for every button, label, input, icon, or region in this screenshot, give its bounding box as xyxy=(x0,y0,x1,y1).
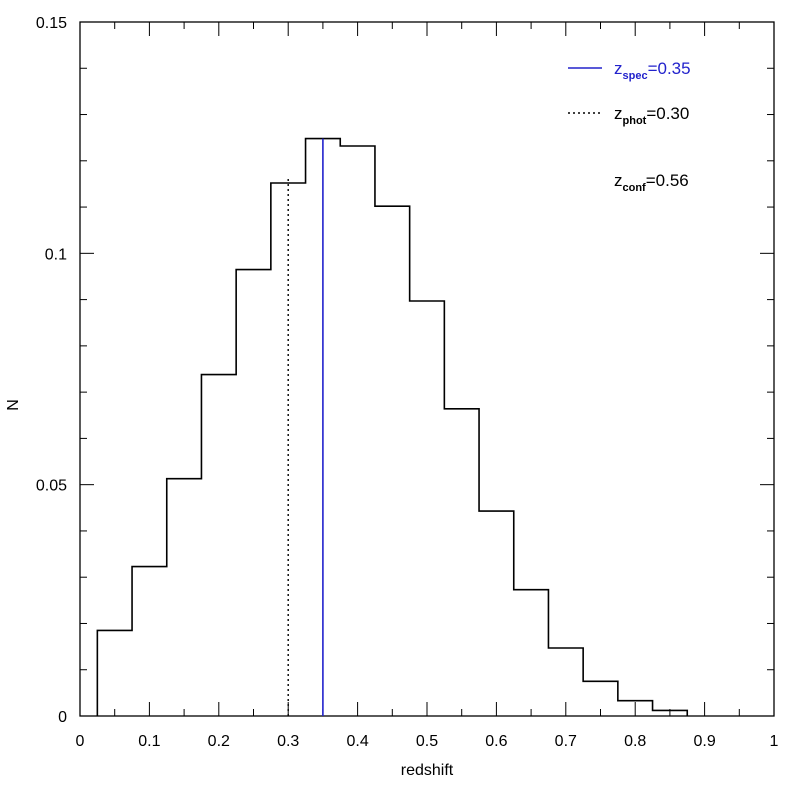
axis-ticks xyxy=(79,21,775,717)
legend-entry-conf: zconf=0.56 xyxy=(614,171,689,194)
axis-tick-labels: 0 0.1 0.2 0.3 0.4 0.5 0.6 0.7 0.8 0.9 1 0 0.05 0.1 0.1… xyxy=(36,15,779,750)
x-tick-label: 0.4 xyxy=(346,733,368,750)
legend-entry-phot: zphot=0.30 xyxy=(614,104,689,127)
plot-frame xyxy=(79,21,775,717)
redshift-markers xyxy=(287,138,324,716)
x-tick-label: 0.9 xyxy=(693,733,715,750)
y-tick-label: 0 xyxy=(58,709,67,726)
x-tick-label: 1 xyxy=(770,733,779,750)
x-tick-label: 0.2 xyxy=(208,733,230,750)
y-tick-label: 0.15 xyxy=(36,15,67,32)
x-tick-label: 0.3 xyxy=(277,733,299,750)
x-axis-label: redshift xyxy=(401,762,454,779)
y-axis-label: N xyxy=(5,399,22,411)
x-tick-label: 0.8 xyxy=(624,733,646,750)
legend-entry-spec: zspec=0.35 xyxy=(614,59,691,82)
x-tick-label: 0 xyxy=(76,733,85,750)
x-tick-label: 0.6 xyxy=(485,733,507,750)
y-tick-label: 0.05 xyxy=(36,478,67,495)
histogram-outline xyxy=(96,137,689,716)
x-tick-label: 0.1 xyxy=(138,733,160,750)
y-tick-label: 0.1 xyxy=(45,246,67,263)
x-tick-label: 0.5 xyxy=(416,733,438,750)
legend: zspec=0.35 zphot=0.30 zconf=0.56 xyxy=(568,59,691,194)
x-tick-label: 0.7 xyxy=(555,733,577,750)
